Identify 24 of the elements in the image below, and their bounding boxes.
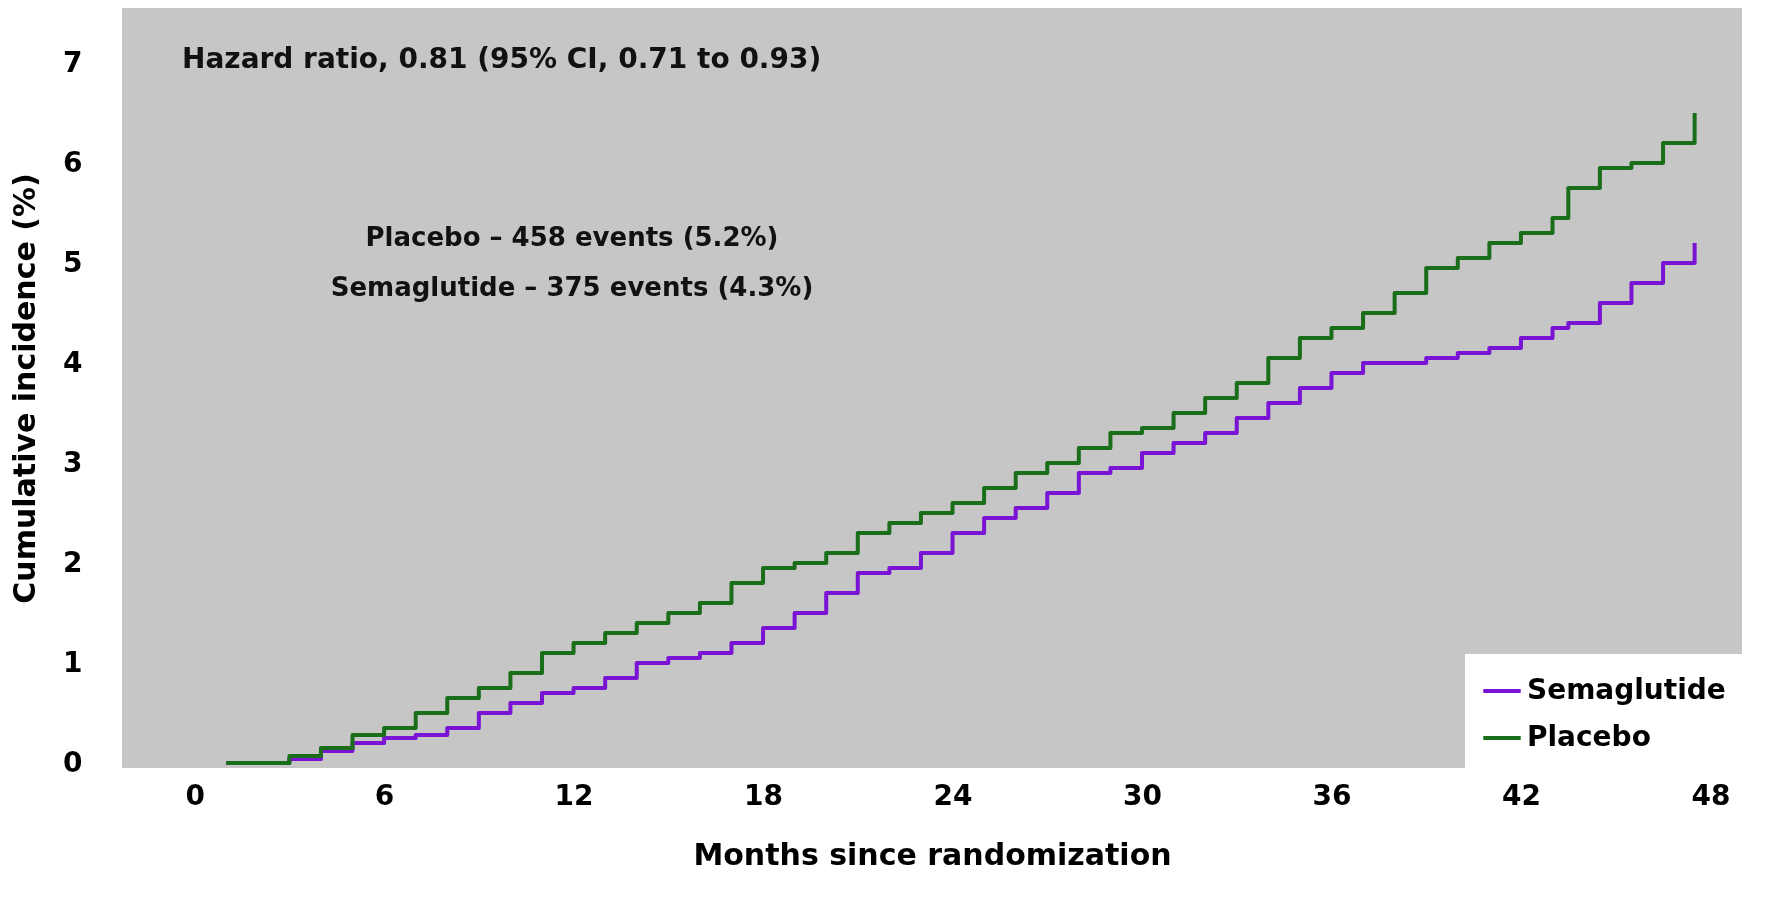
x-tick-label: 0 [185,778,205,812]
x-tick-label: 12 [554,778,594,812]
legend-label: Placebo [1527,720,1651,753]
x-axis-title: Months since randomization [693,836,1172,872]
annotation: Placebo – 458 events (5.2%) [365,222,779,252]
x-tick-label: 30 [1123,778,1162,812]
y-axis-title: Cumulative incidence (%) [7,173,43,604]
y-tick-label: 3 [63,445,83,479]
y-tick-label: 4 [63,345,83,379]
y-tick-label: 5 [63,245,83,279]
y-tick-label: 0 [63,745,83,779]
y-tick-label: 1 [63,645,83,679]
x-tick-label: 18 [744,778,784,812]
x-tick-label: 24 [933,778,973,812]
x-tick-label: 6 [374,778,395,812]
annotation: Semaglutide – 375 events (4.3%) [330,272,814,302]
x-tick-label: 42 [1501,778,1541,812]
legend-label: Semaglutide [1527,673,1726,706]
annotation: Hazard ratio, 0.81 (95% CI, 0.71 to 0.93) [182,42,822,75]
x-tick-label: 36 [1312,778,1352,812]
y-tick-label: 2 [63,545,83,579]
x-tick-label: 48 [1691,778,1731,812]
y-tick-label: 7 [63,45,83,79]
y-tick-label: 6 [63,145,83,179]
